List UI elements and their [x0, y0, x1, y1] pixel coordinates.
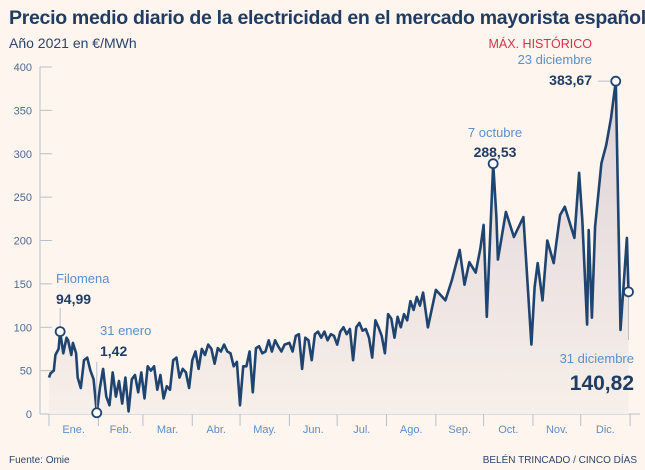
chart-subtitle: Año 2021 en €/MWh [9, 35, 137, 51]
annotation-marker [54, 326, 66, 337]
month-label: Oct. [498, 424, 518, 436]
annotation-leaders [59, 80, 629, 408]
annotation-marker [610, 75, 622, 87]
month-label: May. [253, 424, 276, 436]
annotation-jan31-value: 1,42 [100, 343, 127, 359]
y-tick-label: 250 [14, 192, 32, 204]
annotation-oct7-label: 7 octubre [468, 125, 522, 140]
month-label: Mar. [157, 424, 178, 436]
annotation-marker [91, 407, 103, 419]
credit-note: BELÉN TRINCADO / CINCO DÍAS [483, 453, 638, 466]
y-tick-label: 400 [14, 62, 32, 74]
annotation-jan31-label: 31 enero [100, 323, 151, 338]
annotation-marker [623, 286, 634, 298]
y-tick-label: 150 [14, 279, 32, 291]
month-label: Abr. [206, 424, 226, 436]
month-label: Jul. [353, 424, 370, 436]
y-tick-label: 350 [14, 105, 32, 117]
y-tick-label: 0 [26, 409, 32, 421]
month-label: Feb. [110, 424, 132, 436]
y-tick-label: 50 [20, 366, 32, 378]
month-label: Ago. [400, 424, 423, 436]
y-tick-label: 300 [14, 149, 32, 161]
price-line [47, 79, 630, 415]
annotation-dec31-value: 140,82 [570, 372, 634, 395]
chart-title: Precio medio diario de la electricidad e… [9, 7, 645, 29]
annotation-marker [487, 158, 499, 170]
month-label: Sep. [448, 424, 471, 436]
annotation-oct7-value: 288,53 [474, 144, 517, 160]
annotation-dec31-label: 31 diciembre [560, 351, 634, 366]
month-label: Dic. [596, 424, 615, 436]
month-label: Ene. [62, 424, 85, 436]
x-axis: Ene. Feb. Mar. Abr. May. Jun. Jul. Ago. Sep. Oct.… [40, 413, 640, 436]
source-note: Fuente: Omie [9, 455, 70, 466]
y-axis: 0 50 100 150 200 250 300 350 400 [14, 62, 52, 421]
annotation-max-tag: MÁX. HISTÓRICO [489, 36, 593, 51]
price-area [49, 81, 629, 414]
y-tick-label: 200 [14, 236, 32, 248]
month-label: Jun. [303, 424, 324, 436]
annotation-dec23-value: 383,67 [549, 72, 592, 88]
annotation-markers [54, 75, 634, 419]
y-tick-label: 100 [14, 322, 32, 334]
month-label: Nov. [546, 424, 568, 436]
annotation-filomena-label: Filomena [56, 271, 110, 286]
annotation-dec23-label: 23 diciembre [518, 52, 592, 67]
annotation-filomena-value: 94,99 [56, 291, 91, 307]
